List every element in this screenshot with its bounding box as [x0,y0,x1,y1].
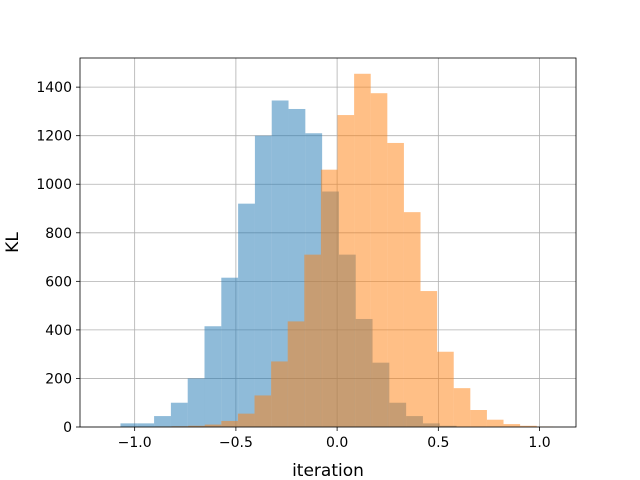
histogram-bar-series-2 [520,425,537,427]
y-tick-label: 400 [45,323,72,339]
histogram-bar-series-2 [221,420,238,427]
histogram-bar-series-2 [204,424,222,427]
histogram-bar-series-2 [304,254,321,427]
histogram-bar-series-2 [486,419,504,427]
histogram-bar-series-2 [271,361,288,427]
x-tick-label: 0.0 [326,435,348,451]
y-tick-label: 200 [45,371,72,387]
histogram-bar-series-2 [354,73,371,427]
y-axis-label: KL [3,232,23,253]
histogram-bar-series-2 [337,115,355,427]
histogram-bar-series-1 [271,100,289,427]
x-tick-label: 1.0 [528,435,550,451]
histogram-bar-series-2 [470,410,487,427]
x-tick-label: 0.5 [427,435,449,451]
histogram-bar-series-2 [370,93,388,428]
histogram-bar-series-2 [237,413,255,427]
histogram-bar-series-1 [204,326,222,427]
histogram-bar-series-1 [120,423,138,427]
x-tick-label: −1.0 [118,435,152,451]
histogram-bar-series-1 [154,416,171,427]
histogram-bar-series-1 [221,277,239,427]
y-tick-label: 1200 [36,129,72,145]
histogram-bar-series-2 [453,388,471,427]
histogram-bar-series-2 [320,169,338,427]
plot-frame [79,57,577,428]
y-tick-label: 1400 [36,80,72,96]
histogram-bar-series-2 [254,395,272,427]
histogram-bar-series-2 [188,425,205,427]
ticks: −1.0 −0.5 0.0 0.5 1.0 0 200 400 600 800 1000 1200 14… [36,80,550,451]
y-tick-label: 0 [63,420,72,436]
histogram-bar-series-2 [403,212,421,427]
histogram-bar-series-2 [287,321,305,427]
x-axis-label: iteration [292,461,364,480]
x-tick-label: −0.5 [219,435,253,451]
histogram-bar-series-1 [254,135,272,427]
histogram-bar-series-2 [420,291,438,427]
histogram-bar-series-2 [387,142,404,427]
histogram-bar-series-1 [170,402,188,427]
histogram-bar-series-2 [503,424,521,427]
y-tick-label: 600 [45,274,72,290]
histogram-bar-series-1 [238,203,255,427]
histogram-bar-series-2 [437,351,454,427]
y-tick-label: 1000 [36,177,72,193]
bars [120,73,554,428]
histogram-bar-series-1 [137,423,155,427]
histogram-bar-series-1 [187,378,205,427]
y-tick-label: 800 [45,226,72,242]
